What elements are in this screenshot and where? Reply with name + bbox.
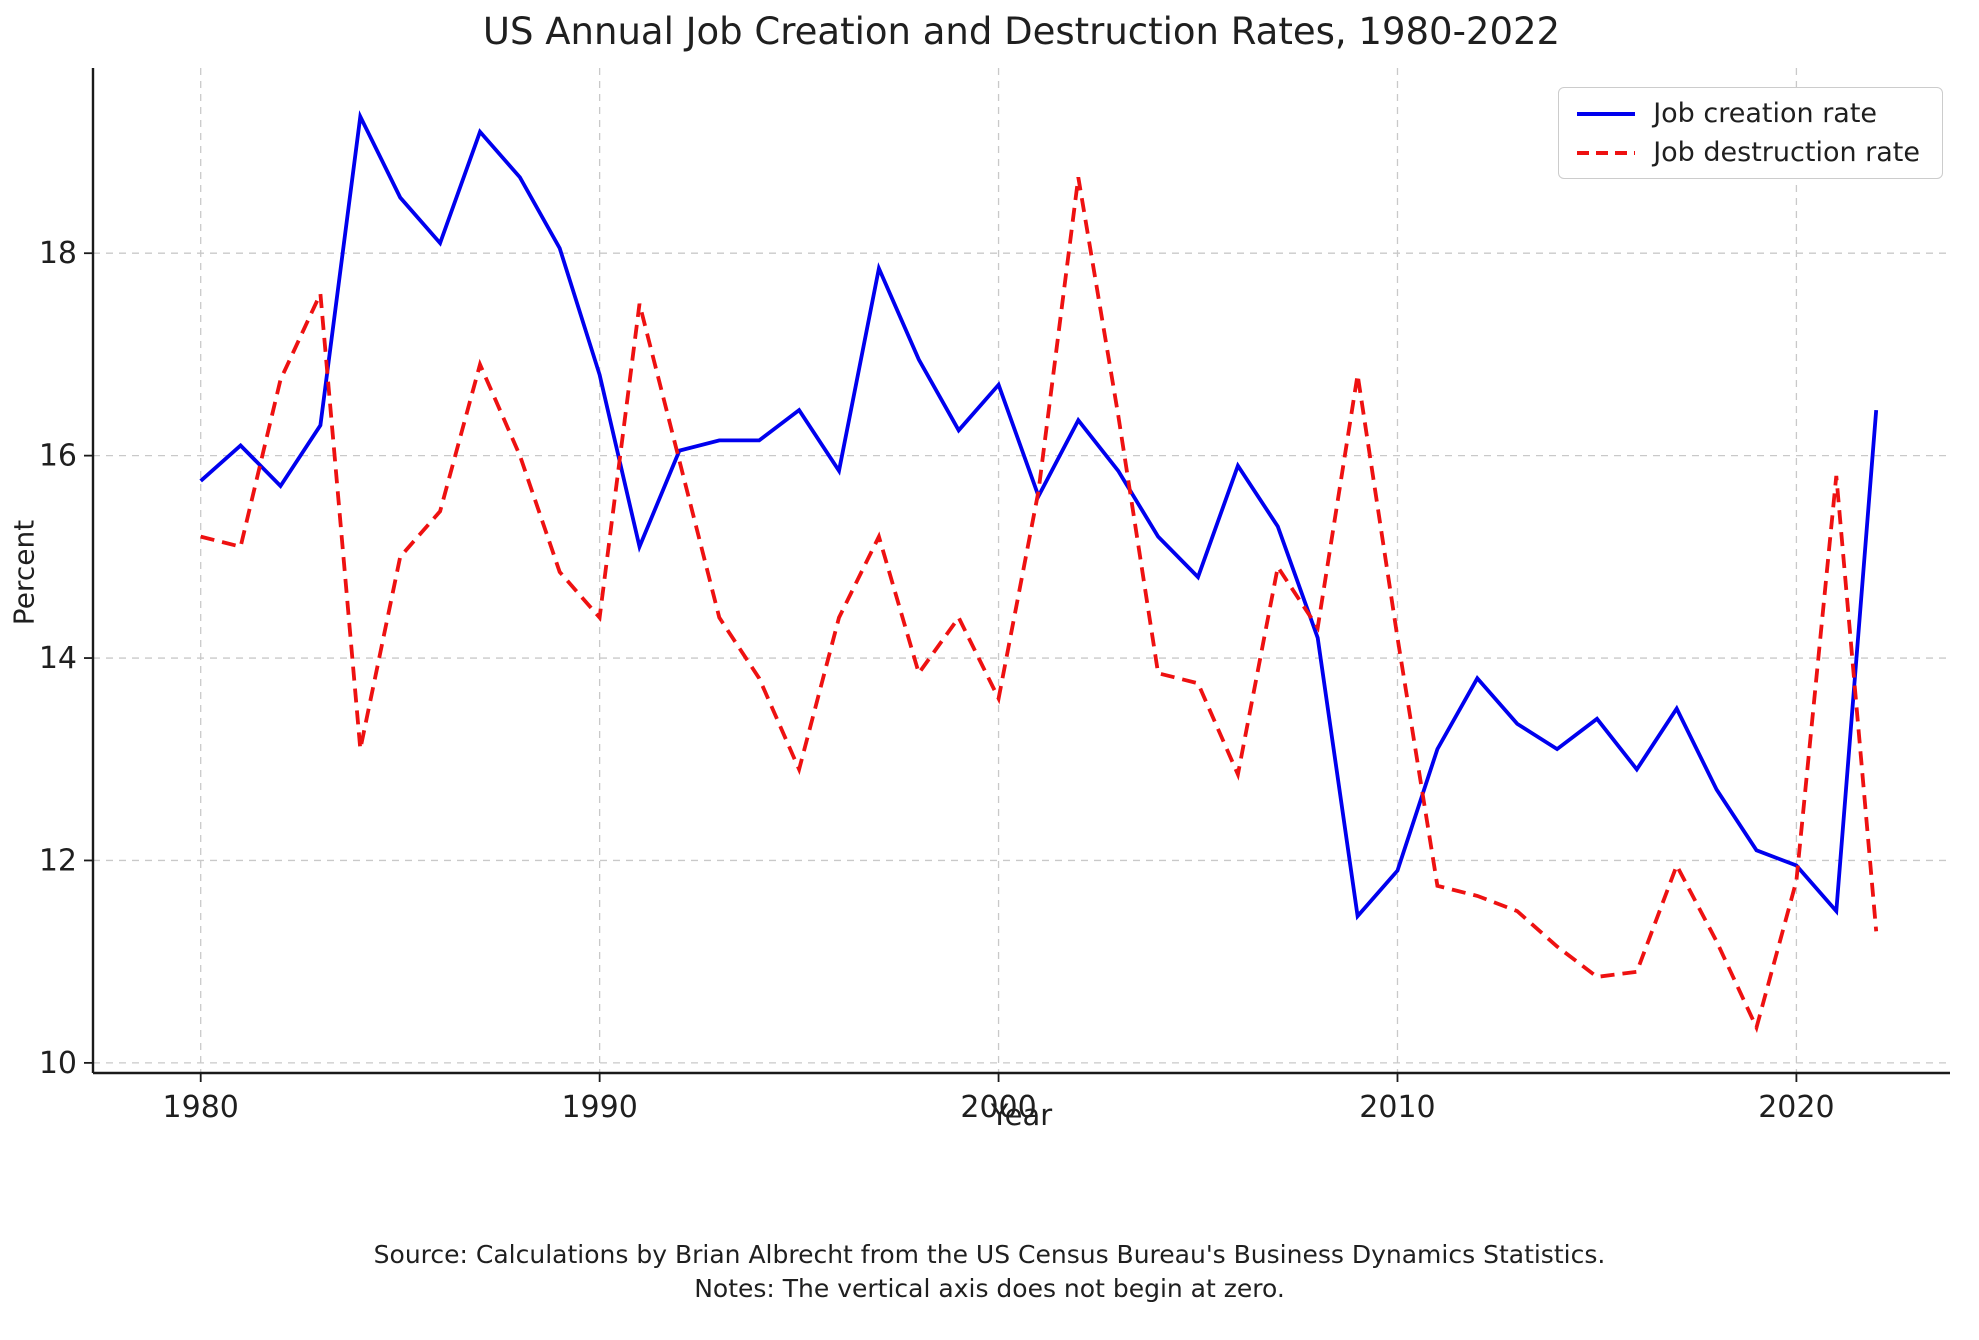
y-axis-label: Percent xyxy=(7,519,41,626)
x-tick-label-2000: 2000 xyxy=(960,1090,1036,1125)
x-tick-label-1990: 1990 xyxy=(561,1090,637,1125)
source-note: Source: Calculations by Brian Albrecht f… xyxy=(373,1240,1606,1269)
legend-item-job-destruction: Job destruction rate xyxy=(1575,137,1920,168)
job-destruction-line xyxy=(200,176,1879,1034)
legend-line-sample-destruction xyxy=(1577,150,1636,155)
y-tick-label-16: 16 xyxy=(39,439,77,474)
axis-note: Notes: The vertical axis does not begin … xyxy=(694,1274,1285,1303)
y-tick-label-10: 10 xyxy=(39,1046,77,1081)
legend-line-sample-creation xyxy=(1577,111,1636,116)
legend-item-job-creation: Job creation rate xyxy=(1575,98,1920,129)
job-creation-line xyxy=(199,110,1879,921)
chart-title: US Annual Job Creation and Destruction R… xyxy=(482,10,1561,53)
x-tick-label-1980: 1980 xyxy=(163,1090,239,1125)
y-tick-label-12: 12 xyxy=(39,843,77,878)
x-axis-label: Year xyxy=(990,1098,1053,1132)
legend-label-creation: Job creation rate xyxy=(1653,98,1878,129)
legend-label-destruction: Job destruction rate xyxy=(1653,137,1920,168)
legend: Job creation rate Job destruction rate xyxy=(1558,87,1943,179)
x-tick-label-2010: 2010 xyxy=(1359,1090,1435,1125)
y-tick-label-18: 18 xyxy=(39,236,77,271)
y-tick-label-14: 14 xyxy=(39,641,77,676)
x-tick-label-2020: 2020 xyxy=(1758,1090,1834,1125)
